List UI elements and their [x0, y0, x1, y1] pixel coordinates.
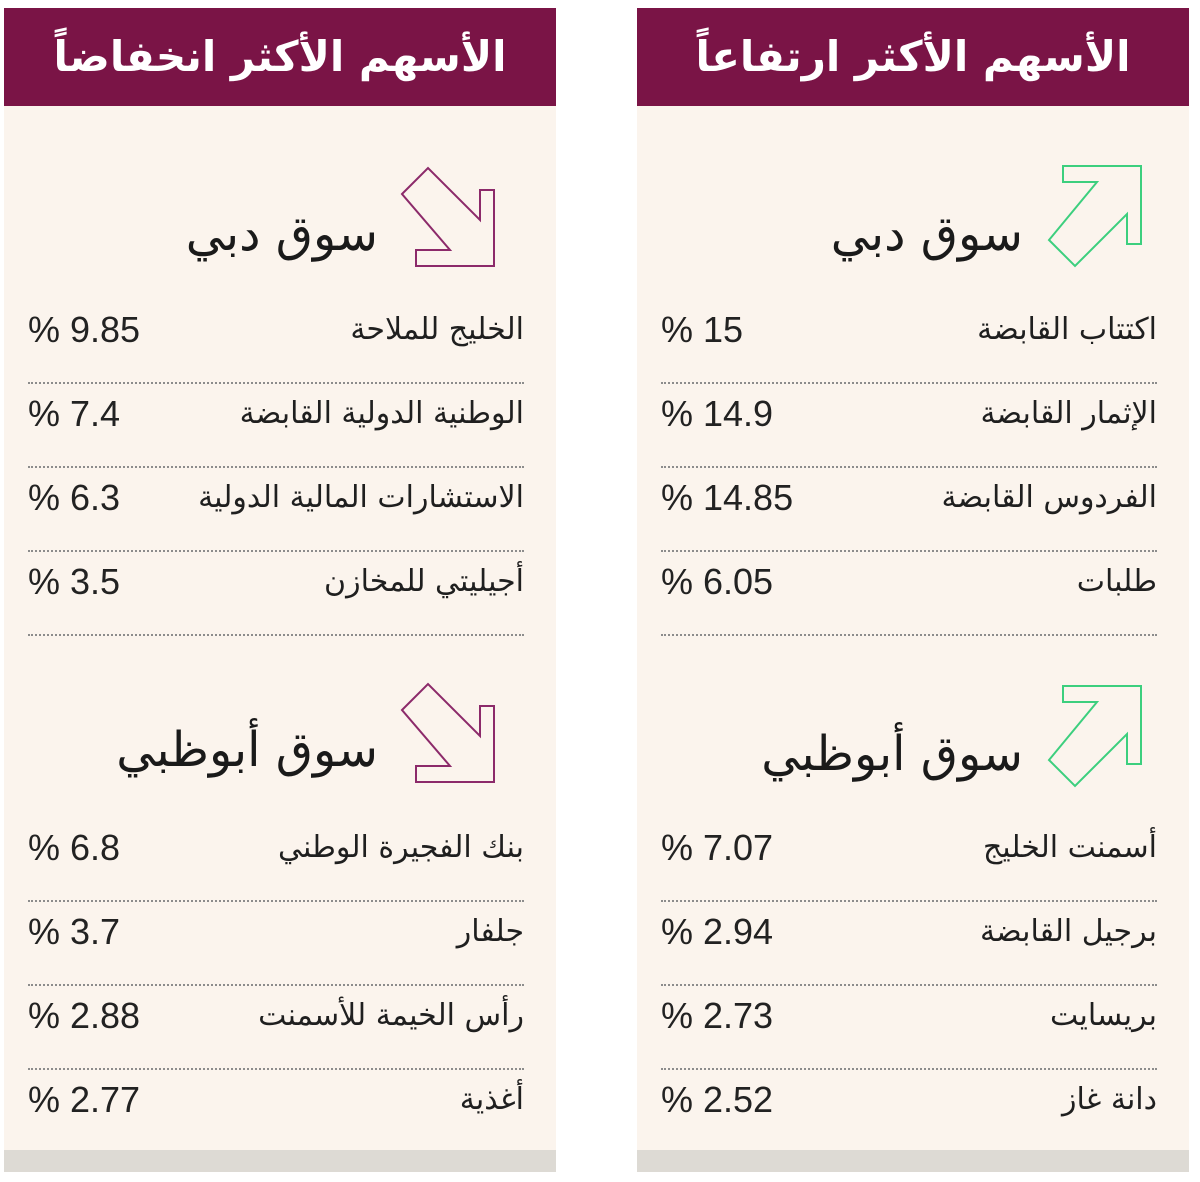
stock-name: الوطنية الدولية القابضة [239, 396, 524, 431]
arrow-up-right-icon [1047, 685, 1142, 788]
rising-panel-title: الأسهم الأكثر ارتفاعاً [637, 8, 1189, 106]
falling-abudhabi-row-1: بنك الفجيرة الوطني % 6.8 [28, 818, 524, 902]
stock-name: الخليج للملاحة [350, 312, 524, 347]
stock-change: % 6.05 [661, 561, 774, 602]
stock-name: اكتتاب القابضة [977, 312, 1157, 347]
stock-name: بنك الفجيرة الوطني [277, 830, 524, 865]
falling-abudhabi-market-title: سوق أبوظبي [116, 722, 378, 778]
stock-change: % 2.73 [661, 995, 774, 1036]
arrow-down-right-icon [400, 682, 495, 783]
stock-name: طلبات [1076, 564, 1157, 599]
stock-name: رأس الخيمة للأسمنت [258, 998, 524, 1033]
stock-change: % 15 [661, 309, 744, 350]
stock-change: % 2.77 [28, 1079, 141, 1120]
rising-abudhabi-row-1: أسمنت الخليج % 7.07 [661, 818, 1157, 902]
stock-name: أجيليتي للمخازن [324, 564, 524, 599]
stock-name: أغذية [459, 1082, 524, 1117]
stock-change: % 7.07 [661, 827, 774, 868]
falling-abudhabi-row-3: رأس الخيمة للأسمنت % 2.88 [28, 986, 524, 1070]
stock-change: % 6.8 [28, 827, 121, 868]
stock-change: % 14.85 [661, 477, 794, 518]
stock-change: % 6.3 [28, 477, 121, 518]
falling-panel-title: الأسهم الأكثر انخفاضاً [4, 8, 556, 106]
stock-name: جلفار [456, 914, 524, 949]
stock-name: دانة غاز [1062, 1082, 1157, 1117]
stock-change: % 2.88 [28, 995, 141, 1036]
stock-name: الفردوس القابضة [941, 480, 1157, 515]
falling-abudhabi-row-2: جلفار % 3.7 [28, 902, 524, 986]
rising-abudhabi-market-title: سوق أبوظبي [761, 726, 1023, 782]
falling-dubai-row-2: الوطنية الدولية القابضة % 7.4 [28, 384, 524, 468]
panel-footer-bar [4, 1150, 556, 1172]
rising-abudhabi-row-4: دانة غاز % 2.52 [661, 1070, 1157, 1154]
rising-abudhabi-row-2: برجيل القابضة % 2.94 [661, 902, 1157, 986]
stock-change: % 3.5 [28, 561, 121, 602]
stock-change: % 3.7 [28, 911, 121, 952]
falling-dubai-row-4: أجيليتي للمخازن % 3.5 [28, 552, 524, 636]
rising-dubai-row-1: اكتتاب القابضة % 15 [661, 300, 1157, 384]
stock-change: % 14.9 [661, 393, 774, 434]
arrow-down-right-icon [400, 166, 495, 267]
rising-dubai-market-title: سوق دبي [830, 206, 1023, 262]
panel-footer-bar [637, 1150, 1189, 1172]
stock-change: % 7.4 [28, 393, 121, 434]
stock-change: % 9.85 [28, 309, 141, 350]
rising-dubai-row-2: الإثمار القابضة % 14.9 [661, 384, 1157, 468]
stock-change: % 2.94 [661, 911, 774, 952]
stock-change: % 2.52 [661, 1079, 774, 1120]
stock-name: الاستشارات المالية الدولية [198, 480, 524, 515]
stock-name: أسمنت الخليج [982, 830, 1157, 865]
falling-dubai-row-1: الخليج للملاحة % 9.85 [28, 300, 524, 384]
falling-dubai-row-3: الاستشارات المالية الدولية % 6.3 [28, 468, 524, 552]
stock-name: الإثمار القابضة [980, 396, 1157, 431]
rising-abudhabi-row-3: بريسايت % 2.73 [661, 986, 1157, 1070]
rising-dubai-row-3: الفردوس القابضة % 14.85 [661, 468, 1157, 552]
rising-dubai-row-4: طلبات % 6.05 [661, 552, 1157, 636]
falling-abudhabi-row-4: أغذية % 2.77 [28, 1070, 524, 1154]
falling-dubai-market-title: سوق دبي [185, 206, 378, 262]
stock-name: بريسايت [1050, 998, 1157, 1033]
rising-stocks-panel: الأسهم الأكثر ارتفاعاً سوق دبي اكتتاب ال… [637, 8, 1189, 1172]
falling-stocks-panel: الأسهم الأكثر انخفاضاً سوق دبي الخليج لل… [4, 8, 556, 1172]
stock-name: برجيل القابضة [980, 914, 1157, 949]
arrow-up-right-icon [1047, 165, 1142, 268]
